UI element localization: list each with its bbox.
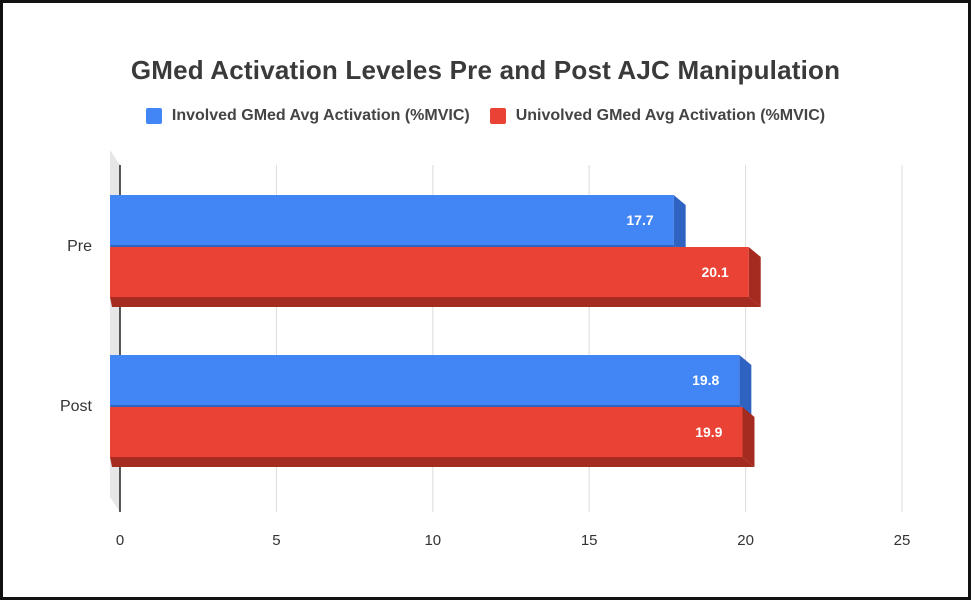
bar-pre-uninvolved: [110, 247, 749, 297]
bar-side-pre-0: [673, 195, 686, 255]
bar-side-post-0: [739, 355, 752, 415]
y-category-label-post: Post: [60, 398, 93, 415]
data-label-post-0: 19.8: [692, 372, 719, 388]
data-label-pre-0: 17.7: [626, 212, 653, 228]
x-tick-label-15: 15: [581, 532, 598, 549]
bar-side-post-1: [742, 407, 755, 467]
legend-swatch-involved: [145, 108, 162, 124]
y-category-label-pre: Pre: [67, 238, 92, 255]
legend-label-uninvolved: Univolved GMed Avg Activation (%MVIC): [515, 107, 826, 124]
bar-pre-involved: [110, 195, 674, 245]
bar-shade-post-1: [110, 457, 755, 467]
legend-item-uninvolved: Univolved GMed Avg Activation (%MVIC): [489, 107, 826, 125]
chart-title: GMed Activation Leveles Pre and Post AJC…: [130, 55, 841, 85]
bar-post-involved: [110, 355, 740, 405]
x-tick-label-20: 20: [737, 532, 754, 549]
bar-post-uninvolved: [110, 407, 743, 457]
data-label-pre-1: 20.1: [701, 264, 728, 280]
legend-item-involved: Involved GMed Avg Activation (%MVIC): [145, 107, 470, 125]
bar-shade-pre-1: [110, 297, 761, 307]
data-label-post-1: 19.9: [695, 424, 722, 440]
x-tick-label-25: 25: [894, 532, 911, 549]
x-tick-label-5: 5: [272, 532, 280, 549]
x-tick-label-10: 10: [424, 532, 441, 549]
legend-label-involved: Involved GMed Avg Activation (%MVIC): [171, 107, 470, 124]
x-tick-label-0: 0: [116, 532, 124, 549]
legend-swatch-uninvolved: [489, 108, 506, 124]
chart-legend: Involved GMed Avg Activation (%MVIC) Uni…: [3, 107, 968, 125]
bar-side-pre-1: [748, 247, 761, 307]
